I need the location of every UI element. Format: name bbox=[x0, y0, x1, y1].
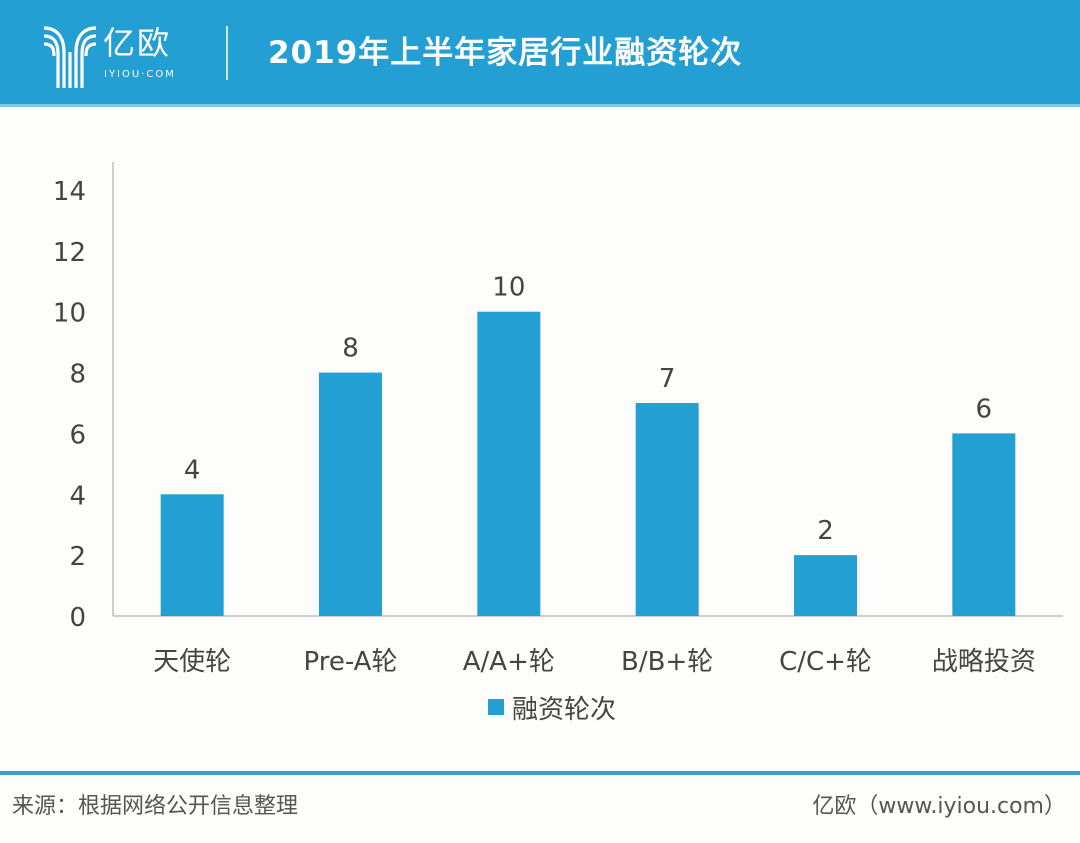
logo-text-en: IYIOU·COM bbox=[104, 69, 176, 80]
bar bbox=[635, 403, 699, 616]
y-axis-ticks: 0 2 4 6 8 10 12 14 bbox=[53, 177, 86, 633]
data-label: 8 bbox=[342, 334, 359, 364]
bar bbox=[477, 311, 541, 616]
data-label: 2 bbox=[817, 516, 834, 546]
header-divider bbox=[226, 26, 228, 80]
bar bbox=[794, 555, 857, 616]
page-title: 2019年上半年家居行业融资轮次 bbox=[268, 35, 743, 71]
y-tick-label: 14 bbox=[53, 177, 86, 207]
x-tick-label: 天使轮 bbox=[153, 647, 231, 677]
yiou-logo-icon bbox=[43, 26, 97, 88]
x-tick-label: C/C+轮 bbox=[779, 647, 872, 677]
data-label: 10 bbox=[492, 273, 525, 303]
data-label: 6 bbox=[976, 394, 993, 424]
header-banner: 亿欧 IYIOU·COM 2019年上半年家居行业融资轮次 bbox=[0, 0, 1080, 106]
header-bottom-border bbox=[0, 104, 1080, 107]
bars: 4 8 10 7 2 6 bbox=[160, 273, 1016, 616]
y-tick-label: 4 bbox=[69, 481, 86, 511]
source-note: 来源：根据网络公开信息整理 bbox=[12, 794, 299, 819]
x-tick-label: A/A+轮 bbox=[463, 647, 555, 677]
bar bbox=[319, 372, 382, 616]
y-tick-label: 8 bbox=[69, 360, 86, 390]
logo-text-cn: 亿欧 bbox=[103, 24, 172, 62]
y-tick-label: 0 bbox=[69, 603, 86, 633]
data-label: 4 bbox=[184, 455, 201, 485]
y-tick-label: 10 bbox=[53, 299, 86, 329]
y-tick-label: 2 bbox=[69, 542, 86, 572]
x-axis-labels: 天使轮 Pre-A轮 A/A+轮 B/B+轮 C/C+轮 战略投资 bbox=[153, 647, 1036, 677]
bar bbox=[160, 494, 224, 616]
footer-divider bbox=[0, 771, 1080, 775]
legend-label: 融资轮次 bbox=[512, 695, 616, 725]
data-label: 7 bbox=[659, 364, 676, 394]
x-tick-label: Pre-A轮 bbox=[304, 647, 398, 677]
bar bbox=[952, 433, 1016, 616]
x-tick-label: 战略投资 bbox=[932, 647, 1036, 677]
x-tick-label: B/B+轮 bbox=[621, 647, 713, 677]
credit-note: 亿欧（www.iyiou.com） bbox=[812, 794, 1066, 819]
bar-chart: 0 2 4 6 8 10 12 14 4 8 10 7 2 6 天使轮 Pre-A轮 A/A+轮 B/B+轮 C… bbox=[53, 162, 1063, 725]
legend-swatch bbox=[488, 699, 504, 715]
y-tick-label: 6 bbox=[69, 420, 86, 450]
y-tick-label: 12 bbox=[53, 238, 86, 268]
legend: 融资轮次 bbox=[488, 695, 616, 725]
